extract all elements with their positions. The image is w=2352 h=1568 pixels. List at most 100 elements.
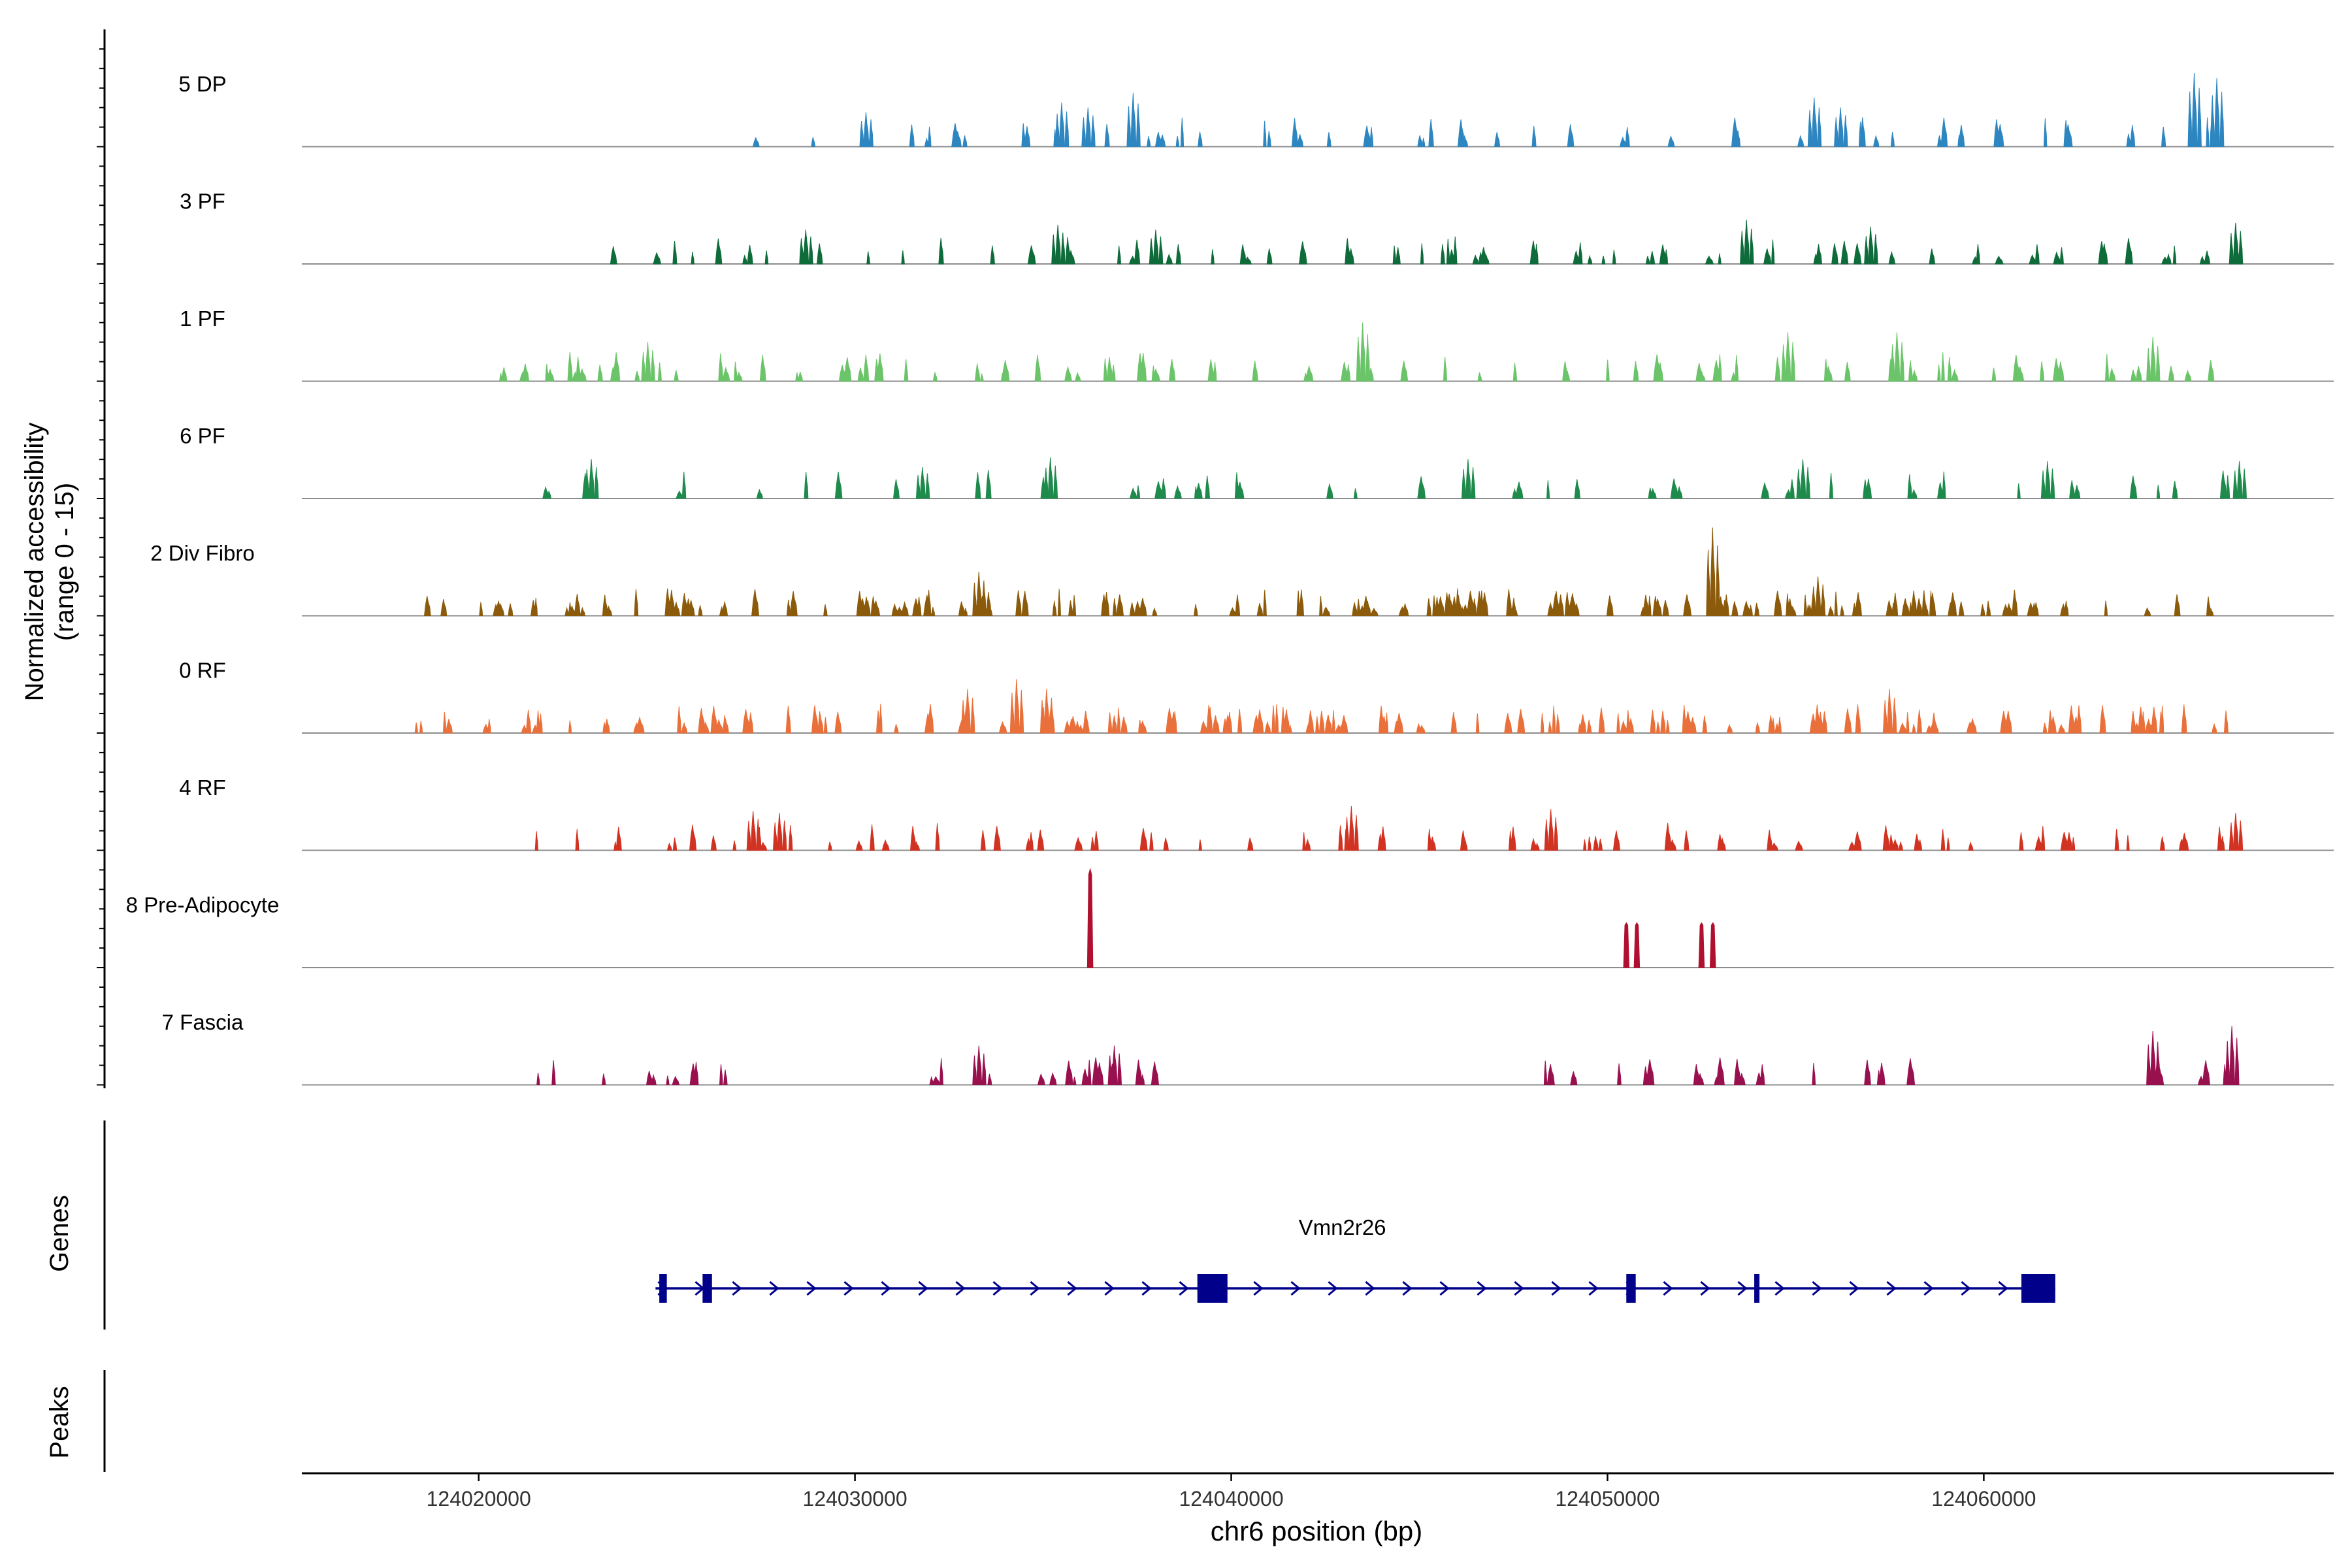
signal-peak [811,137,816,147]
signal-peak [698,605,703,616]
signal-peak [798,371,804,382]
signal-peak [1111,365,1116,382]
signal-peak [1064,111,1070,147]
signal-peak [2044,461,2051,499]
strand-arrow [918,1281,928,1296]
signal-peak [1601,255,1606,265]
signal-peak [1345,817,1350,851]
signal-peak [1401,602,1409,616]
signal-peak [1789,479,1795,499]
signal-peak [972,1055,977,1085]
signal-peak [1305,365,1314,382]
signal-peak [1074,836,1083,851]
signal-peak [1021,591,1029,616]
signal-peak [1175,244,1181,265]
track-signal [499,322,2215,382]
signal-peak [1570,1071,1578,1085]
signal-peak [2129,476,2138,499]
signal-peak [1338,825,1343,851]
y-axis-label: Normalized accessibility [20,423,49,702]
signal-peak [2074,485,2081,499]
signal-peak [1749,228,1754,265]
signal-peak [1854,243,1862,265]
signal-peak [1236,482,1245,499]
signal-peak [1882,825,1890,851]
signal-peak [722,601,728,616]
signal-peak [1620,720,1628,734]
signal-peak [1718,253,1722,265]
signal-peak [1811,97,1818,147]
signal-peak [1086,868,1094,968]
signal-peak [1763,248,1772,265]
strand-arrow [1551,1281,1561,1296]
signal-peak [987,1073,992,1085]
x-tick-label: 124020000 [427,1487,531,1511]
signal-peak [2199,255,2206,265]
signal-peak [1212,715,1220,734]
signal-peak [1205,475,1211,499]
signal-peak [958,601,966,616]
strand-arrow [1737,1281,1748,1296]
signal-peak [786,599,791,616]
signal-peak [2076,705,2082,734]
signal-peak [1440,244,1445,265]
signal-peak [672,240,678,265]
signal-peak [1034,355,1041,382]
strand-arrow [1402,1281,1413,1296]
signal-peak [1912,724,1916,734]
signal-peak [2229,822,2234,851]
signal-peak [1168,359,1176,382]
signal-peak [1369,127,1374,147]
signal-peak [1616,713,1620,734]
signal-peak [1065,1060,1073,1085]
signal-peak [1844,362,1851,382]
signal-peak [1817,107,1822,147]
signal-peak [1899,722,1907,734]
signal-peak [1417,476,1426,499]
signal-peak [508,603,514,616]
signal-peak [1588,836,1592,851]
signal-peak [1684,830,1690,851]
signal-peak [2184,369,2192,382]
signal-peak [1354,815,1359,851]
signal-peak [1535,244,1539,265]
signal-peak [1723,594,1729,616]
signal-peak [1340,715,1348,734]
signal-peak [1139,597,1147,616]
signal-peak [1868,226,1874,265]
signal-peak [1297,134,1304,147]
signal-peak [1865,478,1872,499]
signal-peak [2208,607,2214,616]
signal-peak [1494,132,1501,147]
signal-peak [1103,358,1107,382]
signal-peak [597,365,603,382]
signal-peak [799,238,804,265]
signal-peak [1163,838,1169,851]
signal-peak [551,1060,556,1085]
signal-peak [1152,607,1158,616]
signal-peak [2236,461,2243,499]
signal-peak [939,1058,943,1085]
signal-peak [653,252,662,265]
signal-peak [1995,255,2004,265]
strand-arrow [1514,1281,1524,1296]
signal-peak [1380,826,1386,851]
signal-peak [2174,594,2181,616]
signal-peak [1043,467,1049,499]
track-0-rf: 0 RF [179,659,2334,734]
signal-peak [1910,489,1918,499]
strand-arrow [1365,1281,1375,1296]
signal-peak [1755,722,1761,734]
signal-peak [1147,136,1151,147]
signal-peak [1053,465,1058,499]
signal-peak [1271,705,1276,734]
signal-peak [2131,369,2136,382]
signal-peak [2099,705,2106,734]
signal-peak [1650,251,1656,265]
signal-peak [1256,710,1264,734]
signal-peak [1385,712,1389,734]
gene-model[interactable]: Vmn2r26 [655,1215,2055,1303]
signal-peak [1807,110,1812,147]
signal-peak [2053,251,2061,265]
signal-peak [1213,361,1217,382]
